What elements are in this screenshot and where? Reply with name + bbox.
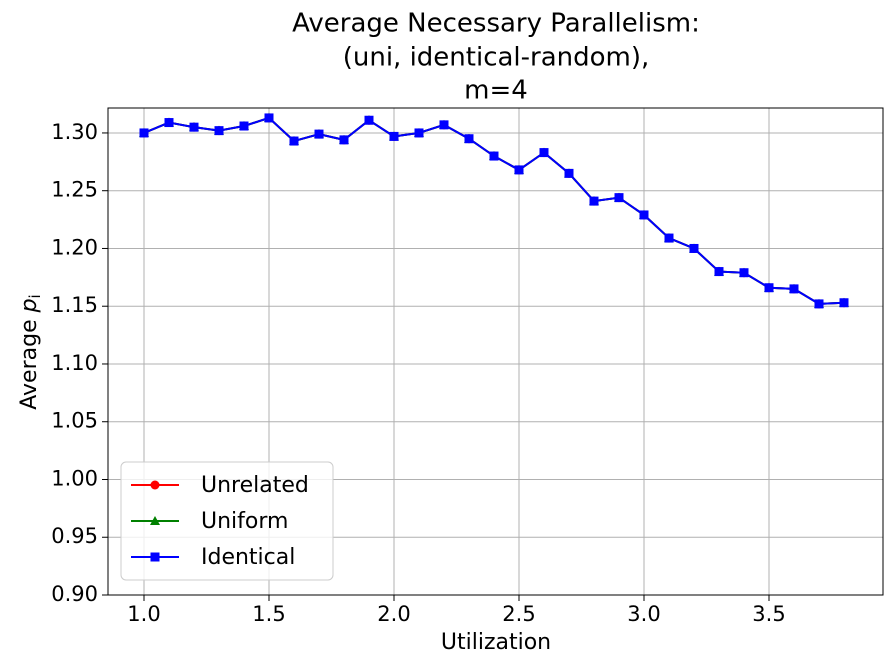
- chart-title: m=4: [464, 76, 528, 106]
- data-point: [139, 128, 149, 138]
- y-axis-label-text: Average: [17, 319, 42, 409]
- x-tick-label: 2.0: [377, 602, 410, 626]
- y-tick-label: 1.00: [51, 466, 98, 490]
- data-point: [389, 131, 399, 141]
- legend-label: Unrelated: [201, 473, 309, 498]
- data-point: [489, 151, 499, 161]
- data-point: [439, 120, 449, 130]
- legend-label: Uniform: [201, 509, 288, 534]
- data-point: [839, 298, 849, 308]
- y-tick-label: 1.20: [51, 235, 98, 259]
- plot-frame: [107, 107, 884, 596]
- legend-label: Identical: [201, 545, 295, 570]
- data-point: [264, 113, 274, 123]
- chart-title: Average Necessary Parallelism:: [292, 9, 700, 39]
- data-point: [664, 233, 674, 243]
- y-tick-label: 1.25: [51, 178, 98, 202]
- data-point: [464, 134, 474, 144]
- y-axis-label-var: p: [17, 298, 42, 313]
- x-tick-label: 1.5: [252, 602, 285, 626]
- data-point: [714, 267, 724, 277]
- data-point: [189, 122, 199, 132]
- data-point: [789, 284, 799, 294]
- data-point: [589, 196, 599, 206]
- x-tick-label: 3.0: [627, 602, 660, 626]
- data-point: [164, 118, 174, 128]
- x-tick-label: 1.0: [127, 602, 160, 626]
- legend-marker: [150, 552, 160, 562]
- data-point: [414, 128, 424, 138]
- data-point: [689, 243, 699, 253]
- data-point: [739, 268, 749, 278]
- legend-box: [120, 461, 334, 581]
- x-tick-label: 3.5: [752, 602, 785, 626]
- legend-marker: [150, 480, 160, 490]
- data-point: [514, 165, 524, 175]
- y-tick-label: 1.15: [51, 293, 98, 317]
- x-tick-label: 2.5: [502, 602, 535, 626]
- data-point: [614, 193, 624, 203]
- series-line: [143, 116, 845, 305]
- data-point: [289, 136, 299, 146]
- y-axis-label: Average pi: [17, 294, 44, 409]
- y-tick-label: 0.90: [51, 582, 98, 606]
- data-point: [214, 126, 224, 136]
- data-point: [539, 148, 549, 158]
- y-axis-label-sub: i: [26, 294, 44, 298]
- data-point: [639, 210, 649, 220]
- data-point: [764, 283, 774, 293]
- series-line: [143, 116, 845, 305]
- data-point: [814, 299, 824, 309]
- data-point: [314, 129, 324, 139]
- y-tick-label: 0.95: [51, 524, 98, 548]
- y-tick-label: 1.05: [51, 409, 98, 433]
- x-axis-label: Utilization: [441, 630, 551, 655]
- data-point: [339, 135, 349, 145]
- data-point: [239, 121, 249, 131]
- legend-marker: [150, 516, 160, 525]
- data-point: [564, 168, 574, 178]
- chart-title: (uni, identical-random),: [343, 43, 650, 73]
- y-tick-label: 1.30: [51, 120, 98, 144]
- data-point: [364, 115, 374, 125]
- series-line: [143, 116, 845, 305]
- y-tick-label: 1.10: [51, 351, 98, 375]
